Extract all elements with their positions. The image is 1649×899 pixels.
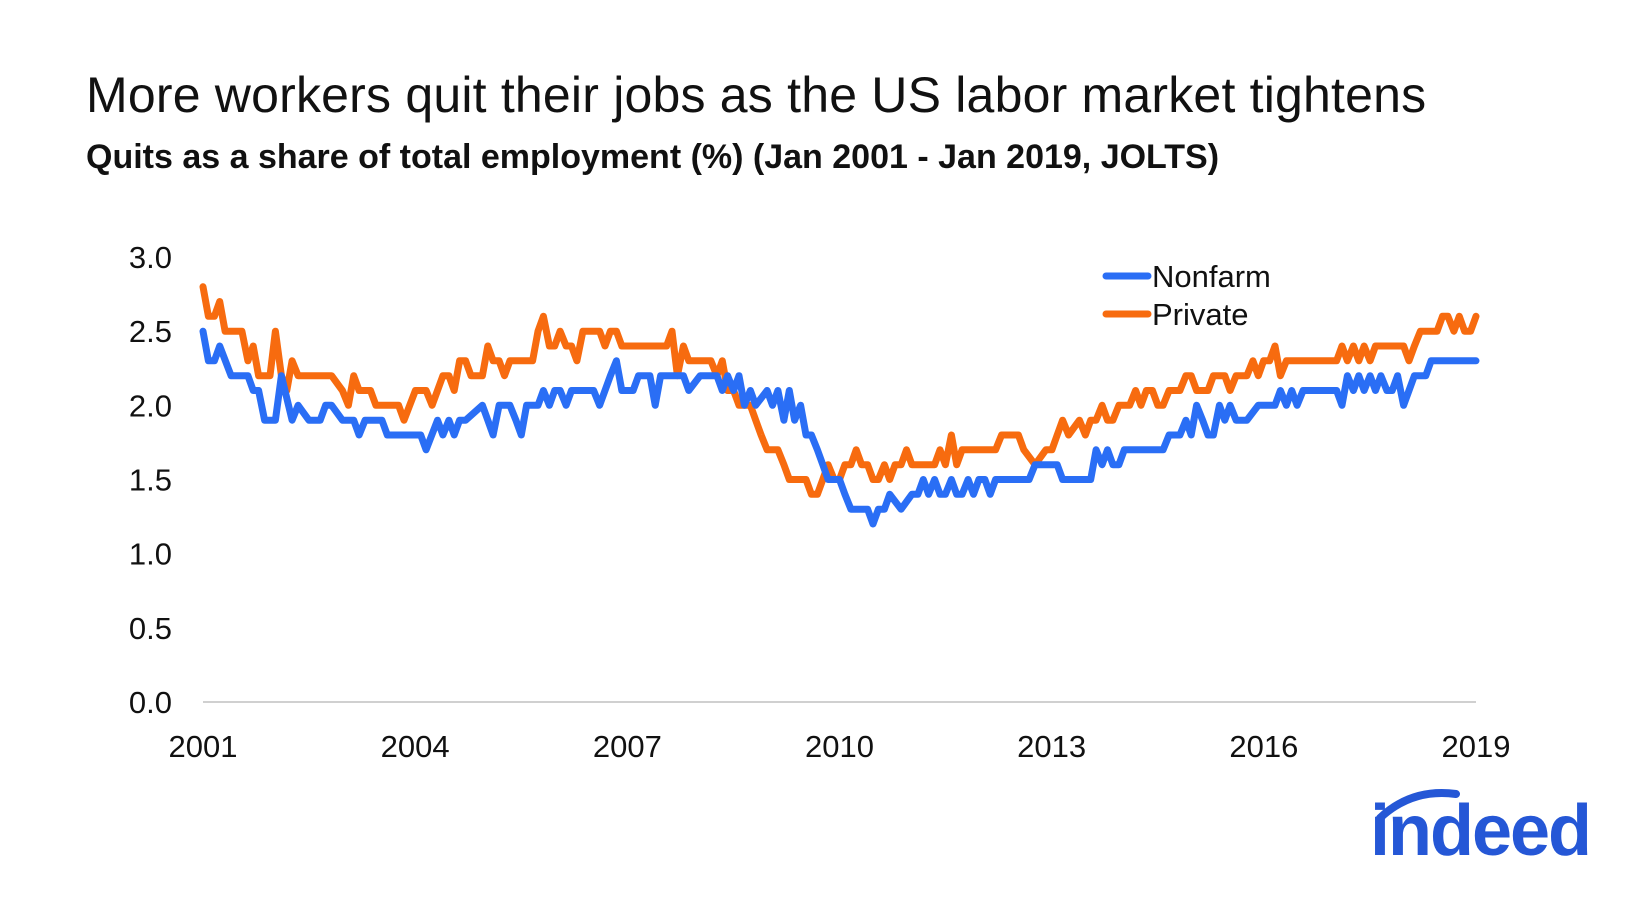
x-tick-label: 2010: [805, 729, 874, 764]
y-tick-label: 2.0: [129, 388, 172, 423]
x-tick-label: 2007: [593, 729, 662, 764]
logo-arc-icon: [1376, 789, 1460, 822]
indeed-logo: indeed: [1370, 791, 1592, 871]
y-tick-label: 0.0: [129, 685, 172, 720]
series-lines: [199, 283, 1480, 528]
y-tick-label: 0.5: [129, 611, 172, 646]
y-tick-label: 2.5: [129, 314, 172, 349]
legend-label-nonfarm: Nonfarm: [1152, 259, 1271, 294]
x-tick-label: 2016: [1229, 729, 1298, 764]
chart-subtitle: Quits as a share of total employment (%)…: [86, 138, 1220, 176]
y-axis-tick-labels: 0.0 0.5 1.0 1.5 2.0 2.5 3.0: [129, 240, 172, 720]
x-tick-label: 2019: [1442, 729, 1511, 764]
series-line-private: [199, 283, 1480, 498]
y-tick-label: 1.5: [129, 463, 172, 498]
x-tick-label: 2001: [169, 729, 238, 764]
legend-label-private: Private: [1152, 297, 1248, 332]
x-axis-tick-labels: 2001 2004 2007 2010 2013 2016 2019: [169, 729, 1511, 764]
series-line-nonfarm: [199, 327, 1480, 528]
chart-title: More workers quit their jobs as the US l…: [86, 67, 1427, 123]
y-tick-label: 3.0: [129, 240, 172, 275]
y-tick-label: 1.0: [129, 537, 172, 572]
x-tick-label: 2004: [381, 729, 450, 764]
x-tick-label: 2013: [1017, 729, 1086, 764]
